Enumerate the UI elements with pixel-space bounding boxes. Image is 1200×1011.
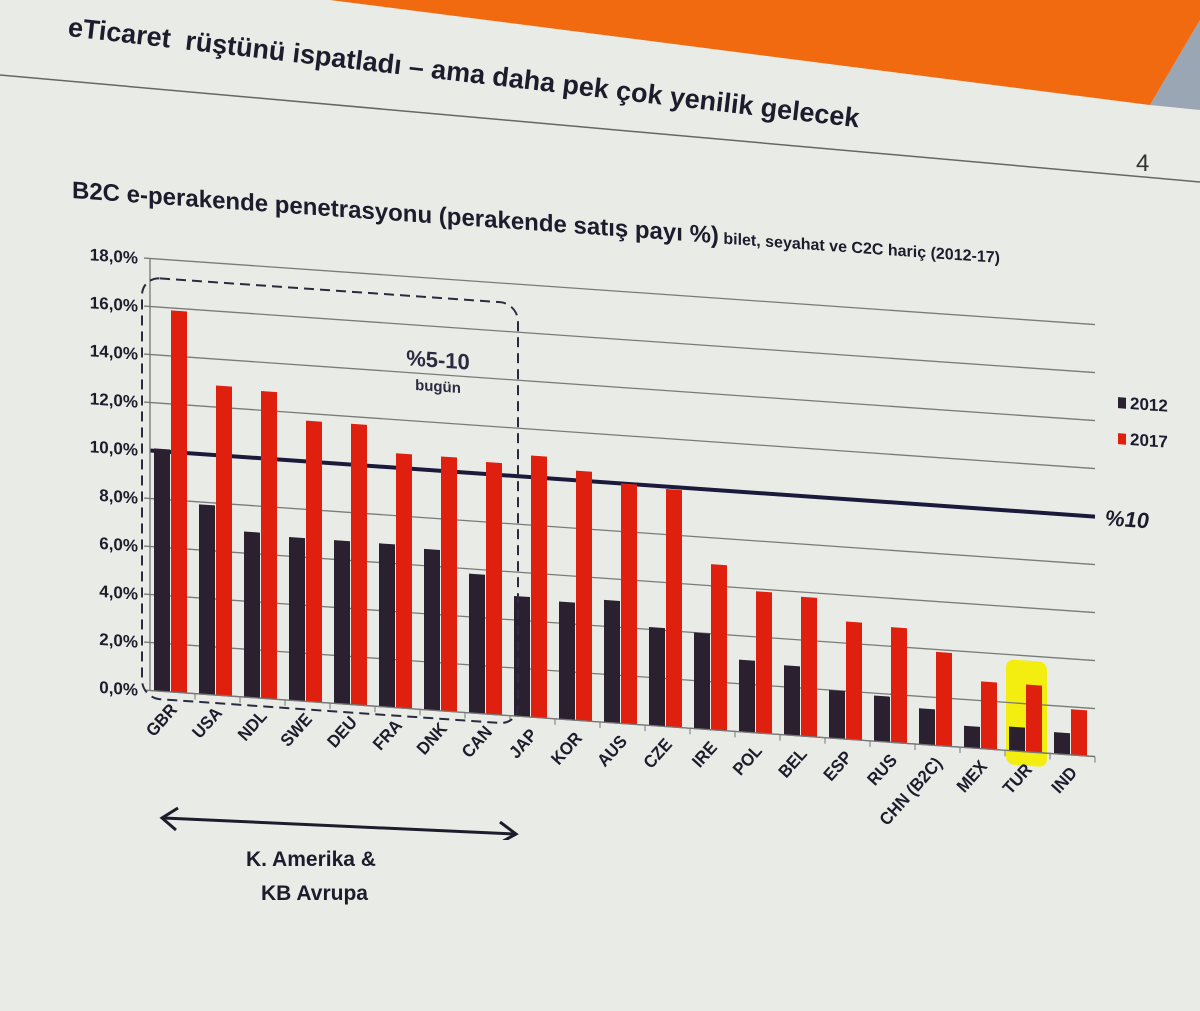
bar-2017-deu	[351, 423, 367, 706]
x-tick-label: NDL	[234, 706, 271, 744]
bar-2017-swe	[306, 420, 322, 703]
x-tick-label: ESP	[820, 747, 856, 785]
gridline	[144, 353, 1095, 422]
x-tick-label: DEU	[323, 713, 361, 752]
x-tick-label: CZE	[640, 735, 676, 773]
title-divider	[0, 74, 1200, 183]
bar-2017-chnbc	[936, 651, 952, 747]
x-tick-label: MEX	[953, 756, 992, 796]
bar-2012-dnk	[424, 548, 440, 711]
y-tick-label: 4,0%	[99, 582, 138, 604]
bar-2017-ire	[711, 564, 727, 731]
y-tick-label: 8,0%	[99, 486, 138, 508]
bar-2012-esp	[829, 689, 845, 740]
legend-swatch-2012	[1118, 397, 1126, 409]
gray-accent-band	[1150, 20, 1200, 110]
region-label-line2: KB Avrupa	[261, 882, 368, 905]
x-tick-label: JAP	[505, 725, 541, 762]
y-tick-label: 18,0%	[90, 245, 138, 267]
x-tick-label: AUS	[593, 731, 631, 770]
x-tick-label: CAN	[458, 722, 496, 762]
bar-2012-cze	[649, 626, 665, 727]
bar-2012-tur	[1009, 726, 1025, 752]
bar-2017-fra	[396, 453, 412, 709]
bar-2017-ind	[1071, 709, 1087, 757]
double-arrow-icon	[159, 806, 519, 840]
bar-2017-pol	[756, 591, 772, 734]
bar-2017-mex	[981, 681, 997, 750]
x-tick-label: FRA	[369, 716, 406, 754]
bar-2017-bel	[801, 596, 817, 738]
group-box-sublabel: bugün	[415, 377, 461, 397]
bar-2012-swe	[289, 537, 305, 702]
orange-accent-band	[330, 0, 1200, 105]
y-tick-label: 14,0%	[90, 341, 138, 363]
bar-2012-ind	[1054, 732, 1070, 755]
bar-2012-fra	[379, 543, 395, 708]
bar-2012-ire	[694, 632, 710, 730]
bar-2012-chnbc	[919, 708, 935, 746]
page-number: 4	[1136, 150, 1150, 177]
gridline	[144, 257, 1095, 326]
y-tick-label: 0,0%	[99, 678, 138, 700]
x-tick-label: POL	[729, 741, 766, 779]
bar-2012-kor	[559, 601, 575, 721]
gridline	[144, 401, 1095, 470]
bar-2012-rus	[874, 695, 890, 743]
bar-2012-bel	[784, 665, 800, 736]
bar-2017-kor	[576, 470, 592, 722]
bar-2012-deu	[334, 540, 350, 705]
bar-2017-usa	[216, 385, 232, 697]
bar-2017-rus	[891, 627, 907, 744]
gridline	[144, 305, 1095, 374]
y-tick-label: 6,0%	[99, 534, 138, 556]
legend-swatch-2017	[1118, 433, 1126, 445]
bar-2017-cze	[666, 488, 682, 728]
bar-2017-esp	[846, 621, 862, 741]
x-tick-label: GBR	[142, 700, 181, 740]
x-tick-label: DNK	[413, 718, 452, 758]
region-label-line1: K. Amerika &	[246, 848, 376, 871]
bar-2012-usa	[199, 504, 215, 696]
bar-2012-can	[469, 573, 485, 714]
x-axis	[150, 689, 1095, 758]
bar-2017-ndl	[261, 391, 277, 700]
y-tick-label: 10,0%	[90, 437, 138, 459]
bar-2012-pol	[739, 659, 755, 733]
x-tick-label: BEL	[775, 744, 811, 782]
bar-2017-jap	[531, 455, 547, 719]
group-box-label: %5-10	[406, 345, 470, 374]
x-tick-label: IND	[1048, 763, 1081, 797]
bar-2012-gbr	[154, 448, 170, 692]
x-tick-label: IRE	[688, 738, 721, 772]
group-box	[141, 277, 519, 725]
bar-2017-aus	[621, 483, 637, 725]
x-tick-label: SWE	[277, 709, 316, 750]
bar-2017-tur	[1026, 684, 1042, 753]
slide-decoration	[0, 0, 1200, 183]
reference-line-label: %10	[1105, 505, 1150, 533]
bar-2012-ndl	[244, 531, 260, 699]
x-tick-label: KOR	[547, 728, 586, 768]
bar-2012-jap	[514, 595, 530, 718]
x-tick-label: RUS	[863, 750, 901, 789]
bar-2017-can	[486, 461, 502, 716]
y-tick-label: 16,0%	[90, 293, 138, 315]
bar-2017-dnk	[441, 456, 457, 712]
x-tick-label: USA	[188, 703, 226, 742]
bar-2012-mex	[964, 725, 980, 749]
bar-2017-gbr	[171, 310, 187, 694]
legend-label-2012: 2012	[1130, 394, 1168, 416]
legend-label-2017: 2017	[1130, 430, 1168, 452]
gridline	[144, 497, 1095, 566]
y-tick-label: 2,0%	[99, 630, 138, 652]
y-tick-label: 12,0%	[90, 389, 138, 411]
bar-2012-aus	[604, 599, 620, 724]
